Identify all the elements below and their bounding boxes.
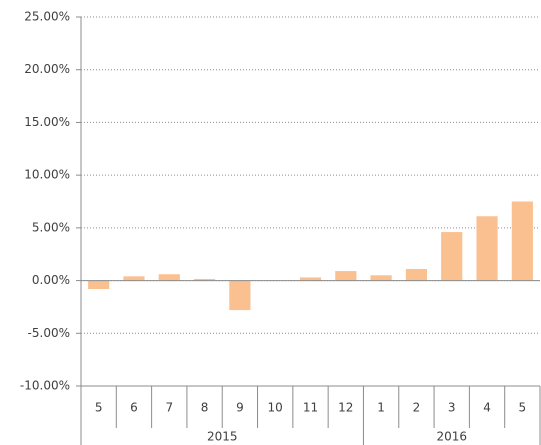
- x-tick-label: 5: [519, 401, 527, 415]
- x-tick-label: 7: [165, 401, 173, 415]
- bar: [229, 280, 251, 311]
- x-tick-label: 12: [338, 401, 353, 415]
- x-tick-label: 5: [95, 401, 103, 415]
- bar: [335, 271, 357, 281]
- bar: [441, 232, 463, 281]
- bar: [88, 280, 110, 290]
- x-tick-label: 1: [377, 401, 385, 415]
- y-tick-label: -5.00%: [28, 326, 70, 340]
- y-tick-label: 25.00%: [24, 10, 70, 24]
- y-tick-label: 5.00%: [32, 220, 70, 234]
- group-label: 2016: [436, 430, 467, 444]
- x-tick-label: 9: [236, 401, 244, 415]
- bar: [405, 268, 428, 281]
- x-tick-label: 6: [130, 401, 138, 415]
- x-tick-label: 4: [483, 401, 491, 415]
- bar: [511, 201, 533, 281]
- y-tick-label: -10.00%: [20, 379, 70, 393]
- group-label: 2015: [207, 430, 238, 444]
- bar: [476, 216, 498, 281]
- bar: [193, 278, 216, 281]
- x-tick-label: 3: [448, 401, 456, 415]
- bar: [123, 276, 145, 281]
- bar: [299, 277, 322, 281]
- x-tick-label: 2: [413, 401, 421, 415]
- y-tick-label: 10.00%: [24, 168, 70, 182]
- y-tick-label: 20.00%: [24, 62, 70, 76]
- x-tick-label: 8: [201, 401, 209, 415]
- x-tick-label: 11: [303, 401, 318, 415]
- y-tick-label: 15.00%: [24, 115, 70, 129]
- y-tick-label: 0.00%: [32, 273, 70, 287]
- bar: [158, 274, 180, 281]
- x-tick-label: 10: [268, 401, 283, 415]
- bar: [370, 275, 392, 281]
